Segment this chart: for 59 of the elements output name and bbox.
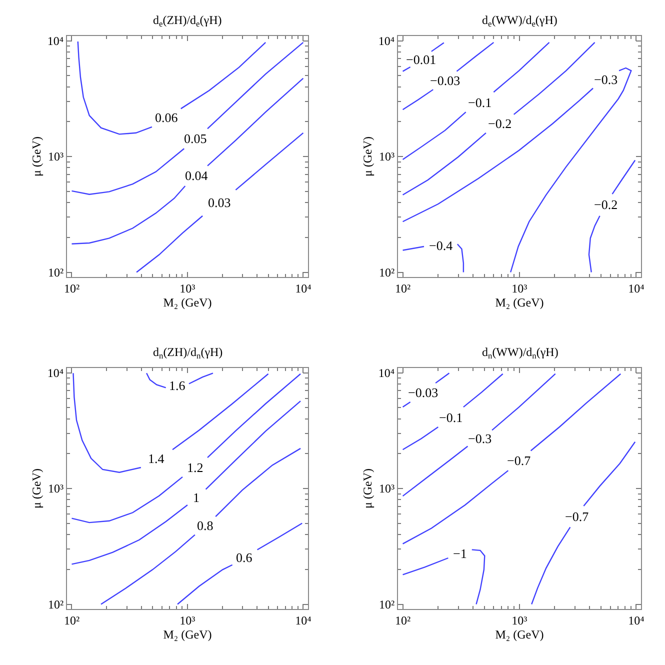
y-tick-label: 10⁴	[47, 366, 64, 380]
x-tick-label: 10⁴	[295, 613, 312, 628]
x-tick-label: 10⁴	[628, 613, 644, 628]
chart-title: d$_{e}$(ZH)/d$_{e}$(γH)	[153, 13, 222, 29]
series-label: 0.6	[236, 550, 253, 565]
x-tick-label: 10³	[180, 613, 196, 628]
series-label: −0.7	[565, 509, 590, 524]
x-tick-label: 10⁴	[628, 281, 644, 296]
x-tick-label: 10³	[512, 281, 528, 296]
x-axis-title: M₂ (GeV)	[495, 295, 544, 310]
series-label: 1.4	[148, 451, 165, 466]
y-axis-title: μ (GeV)	[30, 468, 44, 509]
y-tick-label: 10³	[378, 150, 395, 164]
x-axis-title: M₂ (GeV)	[495, 627, 544, 642]
series-label: −1	[453, 546, 467, 561]
series-label: −0.1	[468, 95, 492, 110]
series-label: 1.2	[187, 460, 204, 475]
y-tick-label: 10²	[48, 265, 64, 280]
x-axis-title: M₂ (GeV)	[163, 295, 212, 310]
series-label: −0.2	[594, 197, 618, 212]
y-tick-label: 10²	[378, 597, 395, 612]
series-label: −0.3	[468, 431, 492, 446]
y-tick-label: 10²	[48, 597, 64, 612]
y-tick-label: 10⁴	[47, 34, 64, 48]
y-tick-label: 10³	[48, 150, 64, 164]
x-tick-label: 10³	[512, 613, 528, 628]
series-label: 0.8	[197, 518, 214, 533]
y-axis-title: μ (GeV)	[30, 136, 44, 177]
series-label: 0.05	[184, 131, 207, 146]
series-label: 0.06	[155, 110, 178, 125]
x-tick-label: 10⁴	[295, 281, 312, 296]
y-tick-label: 10³	[378, 482, 395, 496]
x-tick-label: 10³	[180, 281, 196, 296]
series-label: −0.4	[429, 238, 454, 253]
series-label: 1.6	[169, 378, 186, 393]
series-label: −0.2	[488, 116, 512, 131]
chart-title: d$_{e}$(WW)/d$_{e}$(γH)	[482, 13, 558, 29]
series-label: −0.03	[408, 385, 438, 400]
x-tick-label: 10²	[394, 613, 411, 628]
x-axis-title: M₂ (GeV)	[163, 627, 212, 642]
series-label: 0.04	[185, 168, 208, 183]
y-tick-label: 10²	[378, 265, 395, 280]
series-label: −0.3	[594, 72, 618, 87]
series-label: −0.03	[430, 73, 460, 88]
x-tick-label: 10²	[394, 281, 411, 296]
series-label: −0.1	[439, 410, 463, 425]
series-label: 0.03	[208, 195, 231, 210]
y-tick-label: 10³	[48, 482, 64, 496]
series-label: −0.7	[507, 453, 532, 468]
y-axis-title: μ (GeV)	[360, 136, 375, 177]
y-tick-label: 10⁴	[378, 34, 395, 48]
y-tick-label: 10⁴	[378, 366, 395, 380]
y-axis-title: μ (GeV)	[360, 468, 375, 509]
chart-title: d$_{n}$(ZH)/d$_{n}$(γH)	[153, 345, 223, 361]
x-tick-label: 10²	[64, 281, 80, 296]
series-label: 1	[193, 490, 200, 505]
series-label: −0.01	[406, 52, 436, 67]
x-tick-label: 10²	[64, 613, 80, 628]
chart-title: d$_{n}$(WW)/d$_{n}$(γH)	[482, 345, 558, 361]
